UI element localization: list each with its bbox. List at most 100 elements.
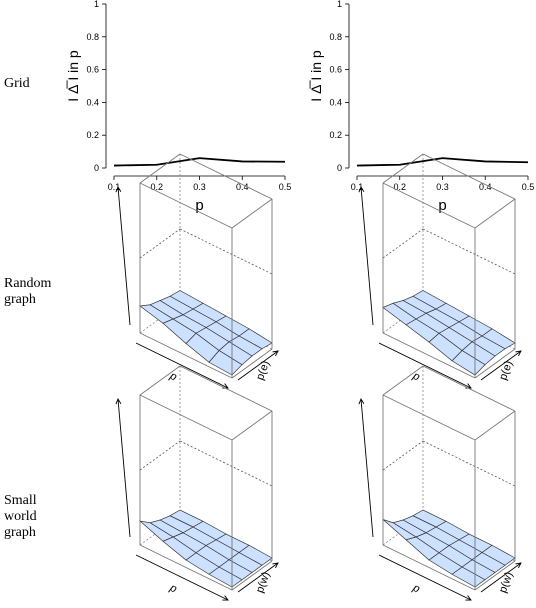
x-axis-label: p [167,370,179,384]
z-gridline [179,228,273,275]
surface-facet [138,520,174,542]
surface-chart-3: p p(e) [358,153,522,389]
z-axis-arrow-head [115,185,122,193]
line-chart-0: 0 0.2 0.4 0.6 0.8 1 0.1 0.2 0.3 0.4 0.5 p I Δ̅ I in … [65,0,291,214]
box-edge [231,560,273,591]
y-tick-label: 0.2 [86,130,99,140]
box-edge [382,182,476,229]
box-edge [139,153,181,184]
row-label-small-world-graph: Small world graph [4,493,37,540]
z-gridline [139,228,181,259]
y-tick-label: 0 [337,163,342,173]
y-tick-label: 0.6 [86,65,99,75]
p-axis-arrow [378,554,472,601]
box-edge [474,560,516,591]
series-line [113,157,286,167]
box-edge [474,410,516,441]
box-edge [231,198,273,229]
box-edge [382,394,476,441]
y-axis-label: p(w) [497,570,516,594]
y-tick-label: 0.2 [329,130,342,140]
p-axis-arrow [135,554,229,601]
box-edge [422,365,516,412]
box-edge [139,544,233,591]
z-axis-arrow-head [358,397,365,405]
x-tick-label: 0.2 [393,182,406,192]
series-line [356,157,529,167]
z-axis-arrow [117,398,131,538]
row-label-grid: Grid [4,76,30,91]
surface-facet [382,302,417,326]
y-axis-title: I Δ̅ I in p [308,50,324,102]
y-tick-label: 0 [94,163,99,173]
y-tick-label: 1 [94,0,99,9]
param-axis-arrow [480,562,522,593]
box-edge [139,332,233,379]
box-edge [179,153,273,200]
param-axis-arrow-head [272,562,279,569]
x-tick-label: 0.1 [108,182,121,192]
z-axis-arrow [360,186,374,326]
z-gridline [422,228,516,275]
param-axis-arrow-head [515,350,522,357]
x-tick-label: 0.5 [522,182,535,192]
x-axis-title: p [438,197,446,214]
surface-chart-4: p p(w) [115,365,279,601]
box-edge [139,182,233,229]
surface-chart-2: p p(e) [115,153,279,389]
x-axis-label: p [410,370,422,384]
box-edge [382,153,424,184]
z-gridline [382,440,424,471]
row-label-random-graph: Random graph [4,276,52,307]
z-gridline [422,440,516,487]
y-axis-label: p(e) [497,359,515,381]
surface-chart-5: p p(w) [358,365,522,601]
box-edge [179,365,273,412]
p-axis-arrow-head [465,595,472,601]
z-gridline [139,440,181,471]
x-tick-label: 0.4 [236,182,249,192]
surface-facet [382,519,417,541]
p-axis-arrow [135,342,229,389]
box-edge [139,365,181,396]
p-axis-arrow-head [222,595,229,601]
x-axis-label: p [410,582,422,596]
z-gridline [179,440,273,487]
z-axis-arrow [117,186,131,326]
x-tick-label: 0.3 [436,182,449,192]
z-axis-arrow-head [358,185,365,193]
x-tick-label: 0.2 [150,182,163,192]
x-axis-title: p [195,197,203,214]
box-edge [382,332,476,379]
param-axis-arrow-head [272,350,279,357]
param-axis-arrow [480,350,522,381]
y-tick-label: 0.8 [86,32,99,42]
box-edge [474,348,516,379]
param-axis-arrow [237,562,279,593]
z-axis-arrow-head [115,397,122,405]
x-tick-label: 0.1 [351,182,364,192]
x-tick-label: 0.3 [193,182,206,192]
x-tick-label: 0.5 [279,182,292,192]
box-edge [422,153,516,200]
y-tick-label: 0.4 [329,97,342,107]
param-axis-arrow [237,350,279,381]
box-edge [382,365,424,396]
box-edge [382,544,476,591]
y-axis-label: p(e) [254,359,272,381]
z-gridline [382,228,424,259]
y-tick-label: 0.4 [86,97,99,107]
box-edge [474,198,516,229]
y-tick-label: 0.6 [329,65,342,75]
line-chart-1: 0 0.2 0.4 0.6 0.8 1 0.1 0.2 0.3 0.4 0.5 p I Δ̅ I in … [308,0,534,214]
box-edge [139,394,233,441]
y-axis-title: I Δ̅ I in p [65,50,81,102]
y-tick-label: 0.8 [329,32,342,42]
x-axis-label: p [167,582,179,596]
box-edge [231,348,273,379]
y-tick-label: 1 [337,0,342,9]
param-axis-arrow-head [515,562,522,569]
surface-facet [139,304,174,324]
z-axis-arrow [360,398,374,538]
x-tick-label: 0.4 [479,182,492,192]
